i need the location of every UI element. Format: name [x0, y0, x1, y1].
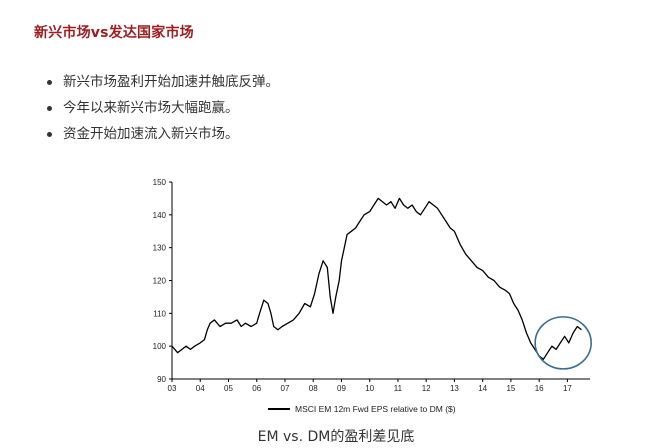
x-tick-label: 16 [535, 384, 544, 393]
x-tick-label: 03 [168, 384, 177, 393]
x-tick-label: 09 [337, 384, 346, 393]
x-tick-label: 14 [478, 384, 487, 393]
legend-label: MSCI EM 12m Fwd EPS relative to DM ($) [295, 404, 456, 414]
bullet-text: 今年以来新兴市场大幅跑赢。 [63, 100, 239, 116]
bullet-text: 资金开始加速流入新兴市场。 [63, 126, 239, 142]
eps-chart: 90 100 110 120 130 140 150 03 04 05 06 07 08 09 10 11 12… [140, 168, 600, 423]
x-tick-label: 08 [309, 384, 318, 393]
bullet-item: 今年以来新兴市场大幅跑赢。 [44, 98, 279, 124]
eps-chart-svg: 90 100 110 120 130 140 150 03 04 05 06 07 08 09 10 11 12… [153, 178, 592, 414]
y-tick-label: 120 [153, 277, 167, 286]
x-tick-label: 06 [252, 384, 261, 393]
bullet-item: 资金开始加速流入新兴市场。 [44, 124, 279, 150]
x-tick-label: 04 [196, 384, 205, 393]
x-tick-label: 07 [281, 384, 290, 393]
x-tick-label: 17 [563, 384, 572, 393]
x-tick-label: 15 [506, 384, 515, 393]
x-tick-label: 05 [224, 384, 233, 393]
x-tick-label: 11 [394, 384, 403, 393]
bullet-text: 新兴市场盈利开始加速并触底反弹。 [63, 74, 279, 90]
y-tick-label: 140 [153, 211, 167, 220]
x-tick-label: 10 [365, 384, 374, 393]
bullet-dot-icon [47, 132, 52, 137]
bullet-dot-icon [47, 106, 52, 111]
series-line [171, 197, 582, 360]
x-tick-label: 12 [422, 384, 431, 393]
bullet-item: 新兴市场盈利开始加速并触底反弹。 [44, 72, 279, 98]
page-title: 新兴市场vs发达国家市场 [34, 25, 194, 41]
bullet-list: 新兴市场盈利开始加速并触底反弹。 今年以来新兴市场大幅跑赢。 资金开始加速流入新… [44, 72, 279, 150]
y-tick-label: 100 [153, 342, 167, 351]
trough-highlight-circle [534, 316, 592, 370]
bullet-dot-icon [47, 80, 52, 85]
chart-caption: EM vs. DM的盈利差见底 [257, 429, 415, 445]
y-tick-label: 90 [157, 375, 166, 384]
x-tick-label: 13 [450, 384, 459, 393]
y-tick-label: 130 [153, 244, 167, 253]
y-tick-label: 110 [153, 309, 166, 318]
y-tick-label: 150 [153, 178, 167, 187]
